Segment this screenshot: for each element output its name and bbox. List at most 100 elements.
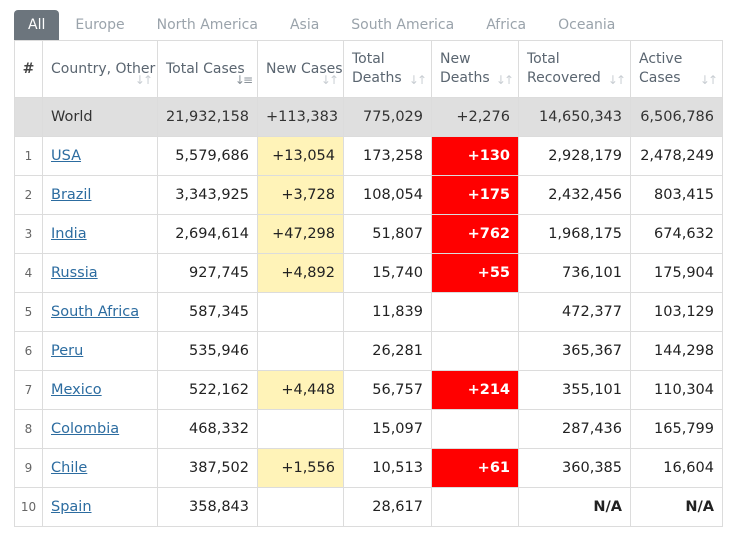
column-header-label: Country, Other bbox=[51, 60, 156, 77]
world-label: World bbox=[42, 97, 158, 137]
sort-arrows-icon[interactable]: ↓↑ bbox=[495, 73, 514, 87]
cell-new-deaths bbox=[431, 409, 519, 449]
column-header-label: New Cases bbox=[266, 60, 343, 77]
world-total-recovered: 14,650,343 bbox=[518, 97, 631, 137]
cell-total-deaths: 15,097 bbox=[343, 409, 432, 449]
table-row: 6 Peru 535,946 26,281 365,367 144,298 bbox=[14, 331, 723, 371]
tab-all[interactable]: All bbox=[14, 10, 60, 40]
cell-total-recovered: 355,101 bbox=[518, 370, 631, 410]
table-row: 9 Chile 387,502 +1,556 10,513 +61 360,385 16,60… bbox=[14, 448, 723, 488]
world-rank-cell bbox=[14, 97, 43, 137]
country-link[interactable]: India bbox=[51, 226, 87, 242]
column-header-total-cases[interactable]: Total Cases ↓≡ bbox=[157, 40, 258, 98]
cell-country: Colombia bbox=[42, 409, 158, 449]
tab-south-america[interactable]: South America bbox=[351, 17, 455, 33]
cell-active-cases: 165,799 bbox=[630, 409, 723, 449]
column-header-label: Total Recovered bbox=[527, 51, 601, 86]
cell-active-cases: 103,129 bbox=[630, 292, 723, 332]
country-link[interactable]: Chile bbox=[51, 460, 88, 476]
column-header-label: New Deaths bbox=[440, 51, 490, 86]
sort-arrows-icon[interactable]: ↓↑ bbox=[699, 73, 718, 87]
country-link[interactable]: South Africa bbox=[51, 304, 140, 320]
cell-rank: 6 bbox=[14, 331, 43, 371]
column-header-total-recovered[interactable]: Total Recovered ↓↑ bbox=[518, 40, 631, 98]
column-header-label: Total Cases bbox=[166, 60, 245, 77]
sort-arrows-icon[interactable]: ↓↑ bbox=[607, 73, 626, 87]
cell-total-recovered: 736,101 bbox=[518, 253, 631, 293]
sort-arrows-icon[interactable]: ↓↑ bbox=[408, 73, 427, 87]
country-link[interactable]: Mexico bbox=[51, 382, 102, 398]
column-header-active-cases[interactable]: Active Cases ↓↑ bbox=[630, 40, 723, 98]
cell-country: Chile bbox=[42, 448, 158, 488]
country-link[interactable]: Peru bbox=[51, 343, 84, 359]
cell-rank: 1 bbox=[14, 136, 43, 176]
table-row: 8 Colombia 468,332 15,097 287,436 165,799 bbox=[14, 409, 723, 449]
table-header-row: # Country, Other ↓↑ Total Cases ↓≡ New Cases ↓… bbox=[14, 40, 723, 98]
cell-new-deaths: +762 bbox=[431, 214, 519, 254]
cell-total-deaths: 108,054 bbox=[343, 175, 432, 215]
cell-new-cases bbox=[257, 292, 344, 332]
table-row: 5 South Africa 587,345 11,839 472,377 103,129 bbox=[14, 292, 723, 332]
cell-active-cases: 110,304 bbox=[630, 370, 723, 410]
cell-new-deaths: +61 bbox=[431, 448, 519, 488]
cell-rank: 7 bbox=[14, 370, 43, 410]
cases-table: # Country, Other ↓↑ Total Cases ↓≡ New Cases ↓… bbox=[14, 40, 723, 527]
world-new-cases: +113,383 bbox=[257, 97, 344, 137]
table-row: 4 Russia 927,745 +4,892 15,740 +55 736,101 175,… bbox=[14, 253, 723, 293]
world-active-cases: 6,506,786 bbox=[630, 97, 723, 137]
column-header-new-cases[interactable]: New Cases ↓↑ bbox=[257, 40, 344, 98]
cell-new-cases: +4,892 bbox=[257, 253, 344, 293]
sort-arrows-icon[interactable]: ↓↑ bbox=[134, 73, 153, 87]
world-total-cases: 21,932,158 bbox=[157, 97, 258, 137]
cell-rank: 5 bbox=[14, 292, 43, 332]
cell-active-cases: 16,604 bbox=[630, 448, 723, 488]
country-link[interactable]: Spain bbox=[51, 499, 92, 515]
sort-desc-icon[interactable]: ↓≡ bbox=[234, 73, 253, 87]
cell-new-cases bbox=[257, 331, 344, 371]
table-row: 10 Spain 358,843 28,617 N/A N/A bbox=[14, 487, 723, 527]
country-link[interactable]: Russia bbox=[51, 265, 98, 281]
column-header-label: Active Cases bbox=[639, 51, 683, 86]
cell-country: India bbox=[42, 214, 158, 254]
cell-new-cases: +1,556 bbox=[257, 448, 344, 488]
column-header-new-deaths[interactable]: New Deaths ↓↑ bbox=[431, 40, 519, 98]
column-header-country[interactable]: Country, Other ↓↑ bbox=[42, 40, 158, 98]
cell-new-cases: +13,054 bbox=[257, 136, 344, 176]
country-link[interactable]: Brazil bbox=[51, 187, 92, 203]
cell-new-cases: +47,298 bbox=[257, 214, 344, 254]
table-body: World 21,932,158 +113,383 775,029 +2,276… bbox=[14, 97, 723, 527]
cell-total-recovered: 287,436 bbox=[518, 409, 631, 449]
cell-rank: 9 bbox=[14, 448, 43, 488]
cell-rank: 3 bbox=[14, 214, 43, 254]
country-link[interactable]: Colombia bbox=[51, 421, 120, 437]
cell-rank: 8 bbox=[14, 409, 43, 449]
tab-asia[interactable]: Asia bbox=[289, 17, 320, 33]
cell-total-cases: 927,745 bbox=[157, 253, 258, 293]
tab-africa[interactable]: Africa bbox=[486, 17, 527, 33]
cell-total-recovered: N/A bbox=[518, 487, 631, 527]
cell-country: Brazil bbox=[42, 175, 158, 215]
cell-country: Russia bbox=[42, 253, 158, 293]
cell-total-recovered: 365,367 bbox=[518, 331, 631, 371]
table-row: 1 USA 5,579,686 +13,054 173,258 +130 2,928,179… bbox=[14, 136, 723, 176]
tab-north-america[interactable]: North America bbox=[156, 17, 258, 33]
cell-active-cases: 2,478,249 bbox=[630, 136, 723, 176]
tab-oceania[interactable]: Oceania bbox=[558, 17, 616, 33]
cell-total-deaths: 56,757 bbox=[343, 370, 432, 410]
column-header-label: # bbox=[22, 60, 35, 77]
cell-new-deaths: +175 bbox=[431, 175, 519, 215]
cell-total-deaths: 11,839 bbox=[343, 292, 432, 332]
cell-total-cases: 5,579,686 bbox=[157, 136, 258, 176]
cell-new-deaths: +55 bbox=[431, 253, 519, 293]
cell-new-deaths bbox=[431, 331, 519, 371]
cell-active-cases: 803,415 bbox=[630, 175, 723, 215]
cell-total-cases: 522,162 bbox=[157, 370, 258, 410]
tab-europe[interactable]: Europe bbox=[75, 17, 125, 33]
sort-arrows-icon[interactable]: ↓↑ bbox=[320, 73, 339, 87]
cell-total-recovered: 2,928,179 bbox=[518, 136, 631, 176]
column-header-total-deaths[interactable]: Total Deaths ↓↑ bbox=[343, 40, 432, 98]
cell-country: Spain bbox=[42, 487, 158, 527]
country-link[interactable]: USA bbox=[51, 148, 82, 164]
cell-new-cases bbox=[257, 409, 344, 449]
